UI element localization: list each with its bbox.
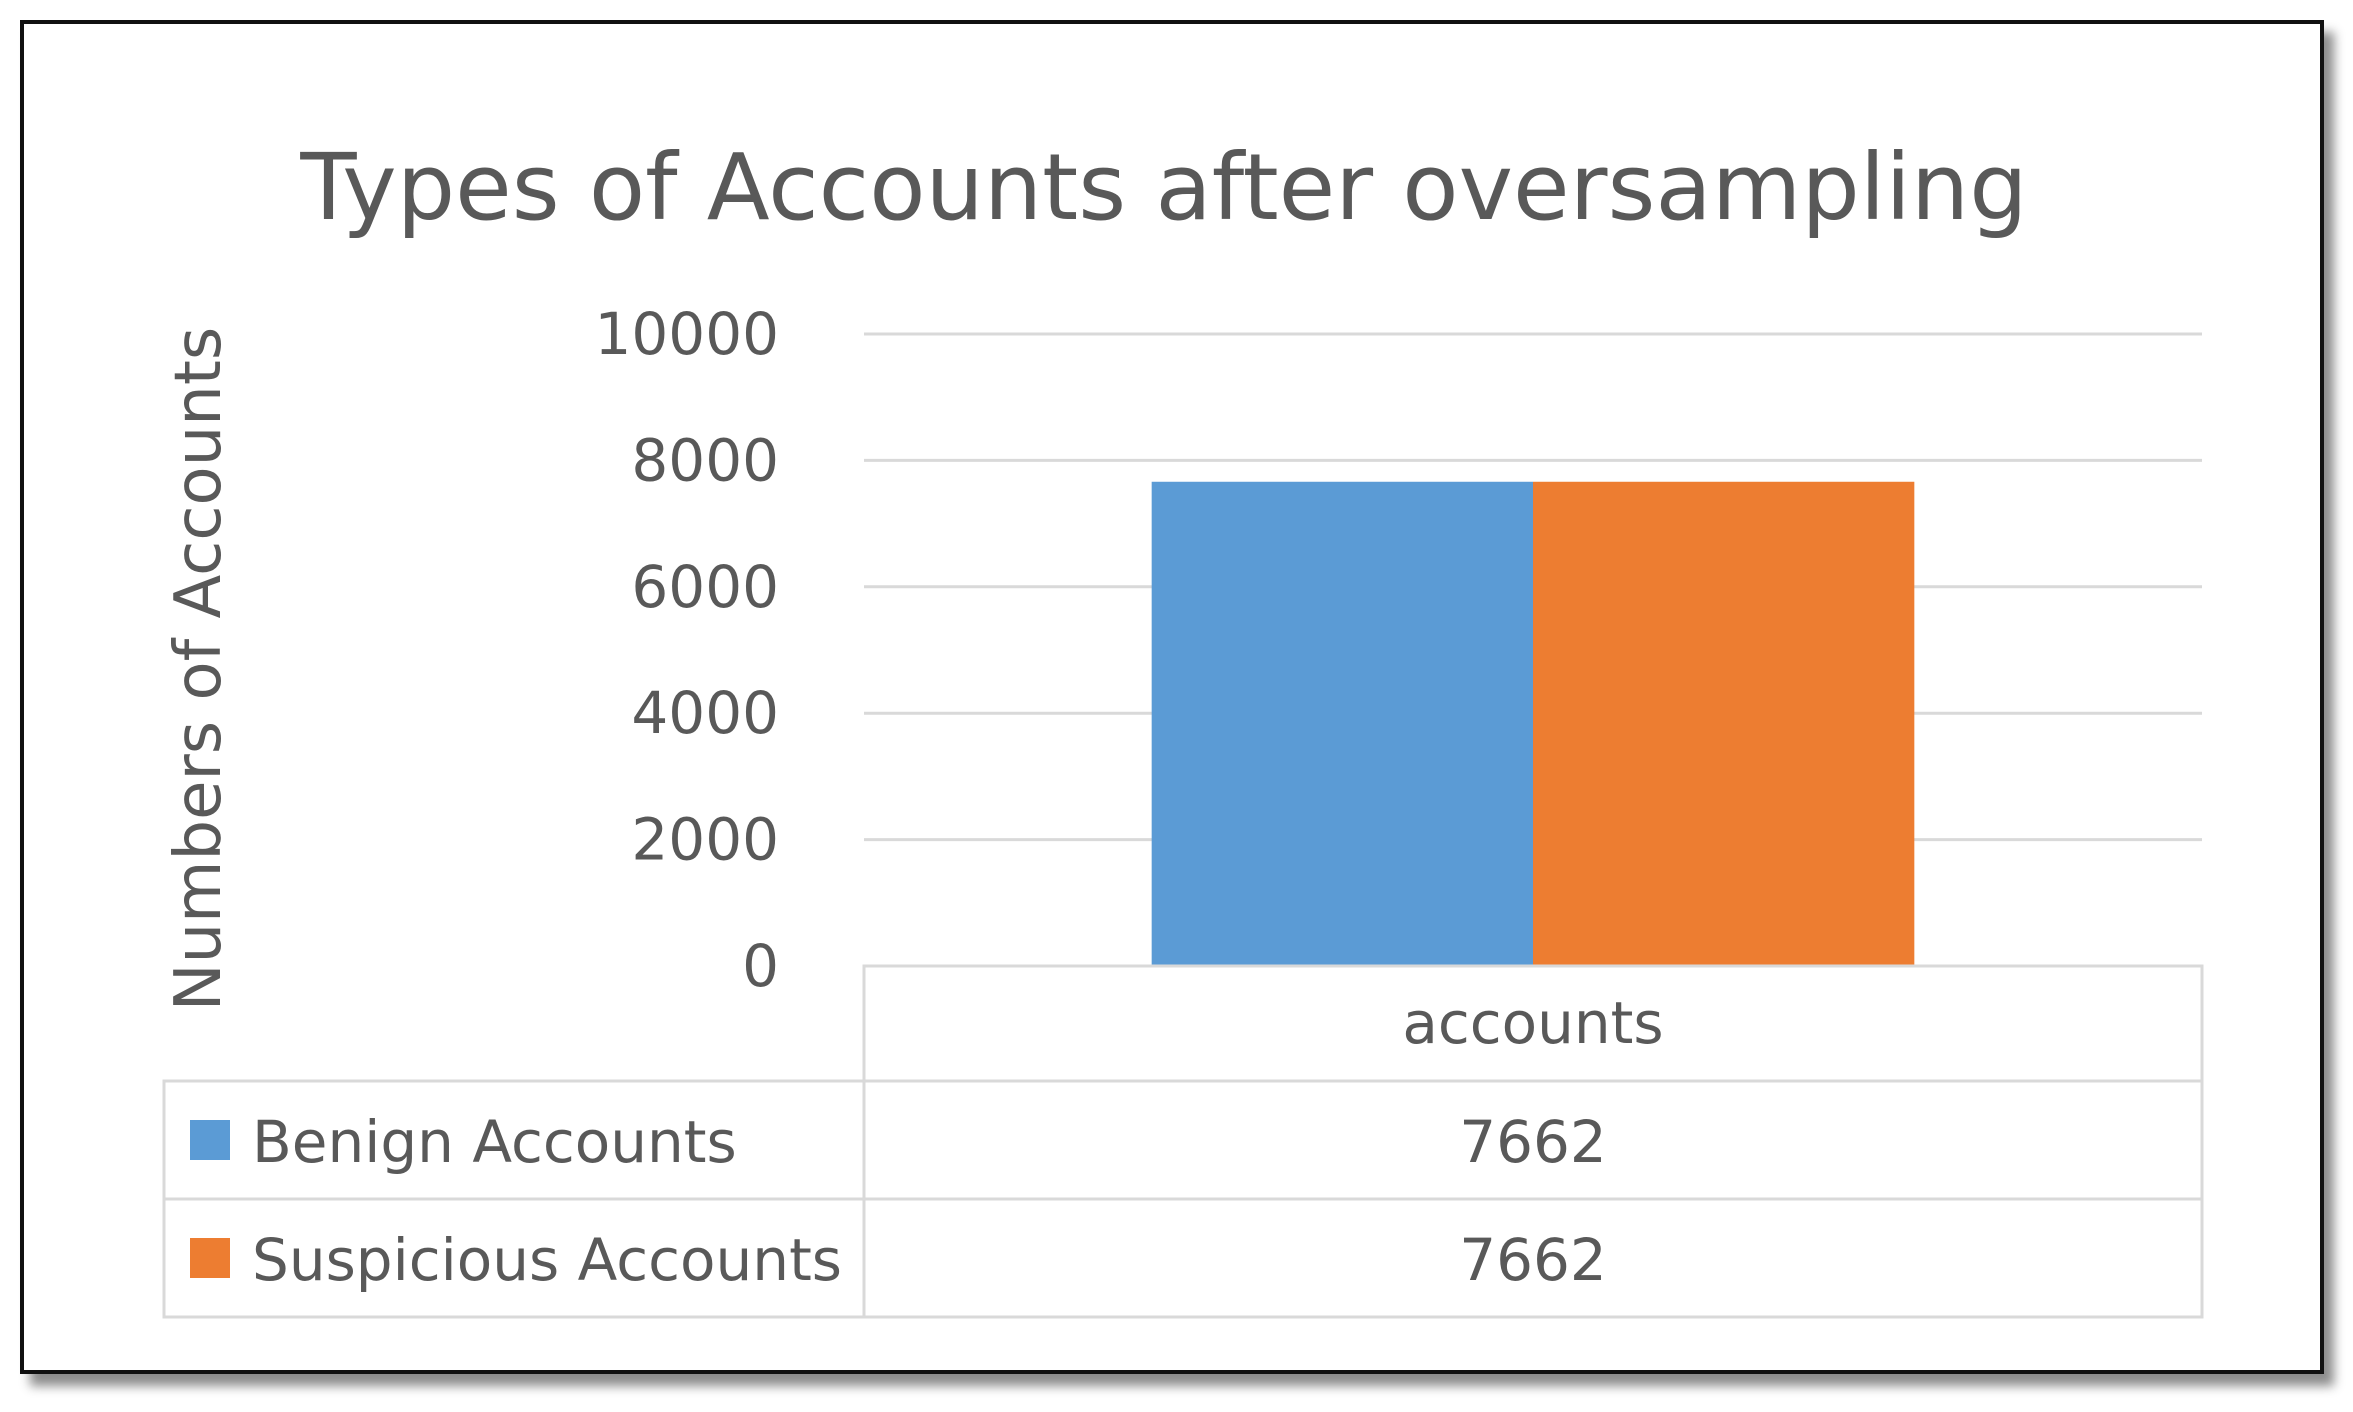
y-axis-ticks: 0 2000 4000 6000 8000 10000 [594,300,779,1000]
y-tick-label: 10000 [594,300,779,368]
data-value-label: 7662 [1459,1226,1607,1294]
legend-swatch [190,1238,230,1278]
chart-frame: Types of Accounts after oversampling Num… [20,20,2324,1374]
y-tick-label: 6000 [631,553,779,621]
y-tick-label: 4000 [631,679,779,747]
y-tick-label: 2000 [631,806,779,874]
bars [1151,481,1915,966]
y-tick-label: 0 [742,932,779,1000]
legend-label: Suspicious Accounts [252,1226,842,1294]
data-table: accounts Benign Accounts 7662 Suspicious Ac… [162,964,2204,1319]
chart-title: Types of Accounts after oversampling [299,134,2027,241]
legend-label: Benign Accounts [252,1108,737,1176]
category-label: accounts [1402,989,1663,1057]
table-value-cell [862,1197,2204,1319]
bar-chart: Types of Accounts after oversampling Num… [162,134,2204,1319]
bar-suspicious-accounts [1533,481,1915,966]
bar-benign-accounts [1151,481,1533,966]
y-tick-label: 8000 [631,426,779,494]
y-axis-title: Numbers of Accounts [162,327,236,1012]
legend-swatch [190,1120,230,1160]
data-value-label: 7662 [1459,1108,1607,1176]
